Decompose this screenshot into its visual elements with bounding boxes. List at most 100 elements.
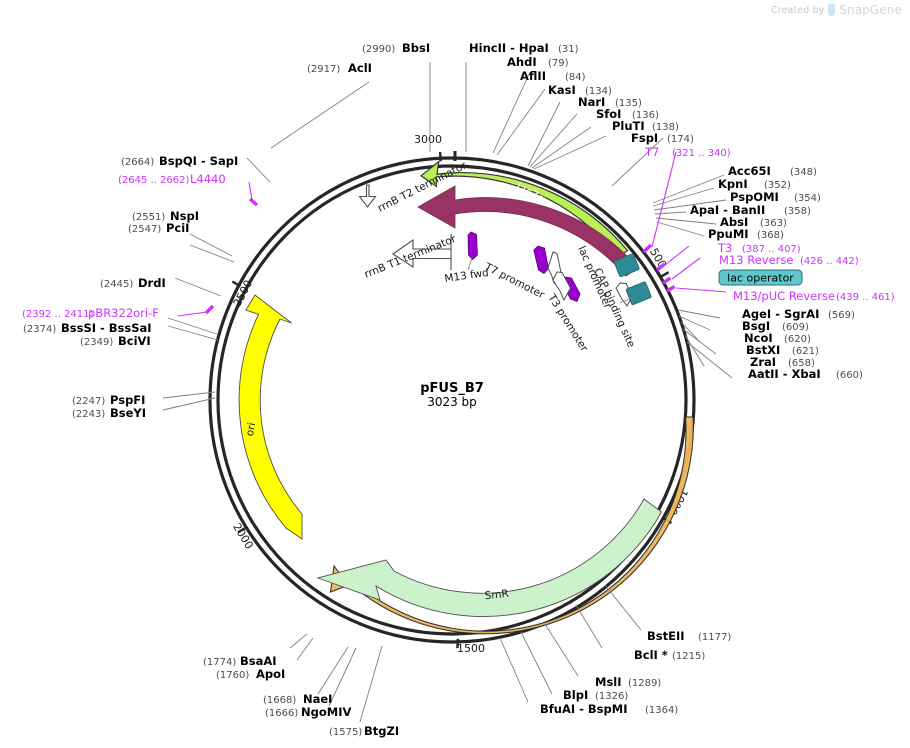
enzyme-pos: (620): [784, 334, 811, 345]
enzyme-pos: (1215): [672, 651, 705, 662]
enzyme-name: BsaAI: [240, 654, 277, 668]
feature-smr-outline: [329, 416, 694, 635]
enzyme-pos: (1774): [203, 657, 236, 668]
enzyme-pos: (1666): [265, 708, 298, 719]
feature-lac-operator-badge: lac operator: [718, 269, 803, 286]
enzyme-labels-bottom-right: BstEII (1177) BclI * (1215) MslI (1289) …: [540, 629, 731, 716]
primer-name: M13/pUC Reverse: [733, 289, 835, 303]
enzyme-pos: (352): [764, 180, 791, 191]
primer-pos: (439 .. 461): [836, 292, 895, 303]
enzyme-lead-lines: [162, 62, 733, 723]
enzyme-name: MslI: [595, 675, 622, 689]
enzyme-pos: (2374): [23, 324, 56, 335]
enzyme-name: NspI: [170, 209, 199, 223]
enzyme-pos: (2990): [362, 44, 395, 55]
enzyme-name: AhdI: [507, 55, 537, 69]
enzyme-pos: (363): [760, 218, 787, 229]
enzyme-pos: (84): [565, 72, 586, 83]
enzyme-pos: (1177): [698, 632, 731, 643]
enzyme-name: DrdI: [138, 276, 166, 290]
enzyme-pos: (1575): [329, 727, 362, 738]
feature-ori: ori: [238, 294, 303, 540]
feature-label-ori: ori: [244, 421, 259, 437]
enzyme-pos: (2917): [307, 64, 340, 75]
enzyme-pos: (2445): [100, 279, 133, 290]
plasmid-size: 3023 bp: [427, 395, 477, 409]
enzyme-name: BbsI: [402, 41, 430, 55]
enzyme-name: BsgI: [742, 319, 770, 333]
feature-lacz-alpha-outline: [419, 160, 629, 259]
enzyme-name: BtgZI: [364, 724, 399, 738]
feature-label-t7-promoter: T7 promoter: [482, 261, 547, 302]
enzyme-name: SfoI: [596, 107, 621, 121]
watermark-prefix: Created by: [771, 4, 825, 16]
watermark-brand: SnapGene: [839, 3, 902, 17]
plasmid-backbone: [208, 156, 696, 644]
enzyme-pos: (368): [757, 230, 784, 241]
tick-label-3000: 3000: [414, 133, 442, 146]
enzyme-name: Acc65I: [728, 164, 771, 178]
enzyme-pos: (2349): [80, 337, 113, 348]
enzyme-name: ApaI - BanII: [690, 203, 765, 217]
feature-label-cap-binding-site: CAP binding site: [591, 266, 637, 349]
enzyme-labels-right: Acc65I (348) KpnI (352) PspOMI (354) Apa…: [690, 164, 863, 381]
enzyme-pos: (138): [652, 122, 679, 133]
primer-backbone-marks: [204, 197, 676, 315]
primer-pos: (2645 .. 2662): [118, 175, 190, 186]
enzyme-pos: (658): [788, 358, 815, 369]
enzyme-name: BseYI: [110, 406, 146, 420]
plasmid-name: pFUS_B7: [420, 381, 484, 396]
primer-name: T3: [717, 241, 732, 255]
enzyme-name: AflII: [520, 69, 546, 83]
enzyme-pos: (174): [667, 134, 694, 145]
enzyme-name: AatII - XbaI: [748, 367, 821, 381]
primer-pos: (321 .. 340): [672, 148, 731, 159]
enzyme-pos: (135): [615, 98, 642, 109]
enzyme-name: HincII - HpaI: [469, 41, 549, 55]
enzyme-name: BlpI: [563, 688, 588, 702]
feature-t3-promoter: T3 promoter: [545, 271, 591, 354]
enzyme-pos: (1760): [216, 670, 249, 681]
enzyme-pos: (609): [782, 322, 809, 333]
enzyme-name: NcoI: [744, 331, 773, 345]
feature-smr: SmR: [316, 498, 663, 617]
enzyme-name: BspQI - SapI: [159, 154, 238, 168]
enzyme-pos: (2664): [121, 157, 154, 168]
enzyme-pos: (569): [828, 310, 855, 321]
enzyme-pos: (136): [632, 110, 659, 121]
enzyme-name: AbsI: [720, 215, 748, 229]
primer-name: L4440: [190, 172, 226, 186]
enzyme-pos: (621): [792, 346, 819, 357]
enzyme-name: PluTI: [612, 119, 645, 133]
enzyme-pos: (31): [558, 44, 579, 55]
enzyme-pos: (354): [794, 193, 821, 204]
enzyme-name: AclI: [348, 61, 372, 75]
enzyme-labels-top: (2917) AclI (2990) BbsI HincII - HpaI (3…: [307, 41, 694, 145]
enzyme-name: NgoMIV: [301, 705, 351, 719]
enzyme-name: BssSI - BssSaI: [61, 321, 152, 335]
enzyme-name: FspI: [631, 131, 658, 145]
enzyme-name: BstEII: [647, 629, 685, 643]
enzyme-name: NarI: [578, 95, 605, 109]
primer-name: T7: [644, 145, 659, 159]
enzyme-pos: (2547): [128, 224, 161, 235]
tick-label-1500: 1500: [457, 642, 485, 655]
primer-pos: (426 .. 442): [800, 256, 859, 267]
primer-name: pBR322ori-F: [88, 306, 159, 320]
enzyme-pos: (1668): [263, 695, 296, 706]
enzyme-pos: (358): [784, 206, 811, 217]
primer-labels: T7 (321 .. 340) T3 (387 .. 407) M13 Reve…: [22, 145, 895, 320]
enzyme-pos: (1326): [595, 691, 628, 702]
feature-label-smr: SmR: [484, 588, 509, 602]
enzyme-name: PspOMI: [730, 190, 779, 204]
enzyme-name: ZraI: [750, 355, 776, 369]
enzyme-name: KpnI: [718, 177, 748, 191]
enzyme-pos: (660): [836, 370, 863, 381]
enzyme-pos: (2551): [132, 212, 165, 223]
enzyme-name: BfuAI - BspMI: [540, 702, 627, 716]
plasmid-title-block: pFUS_B7 3023 bp: [420, 381, 484, 409]
enzyme-labels-left: (2243) BseYI (2247) PspFI (2349) BciVI (…: [23, 154, 238, 420]
enzyme-name: KasI: [548, 83, 576, 97]
